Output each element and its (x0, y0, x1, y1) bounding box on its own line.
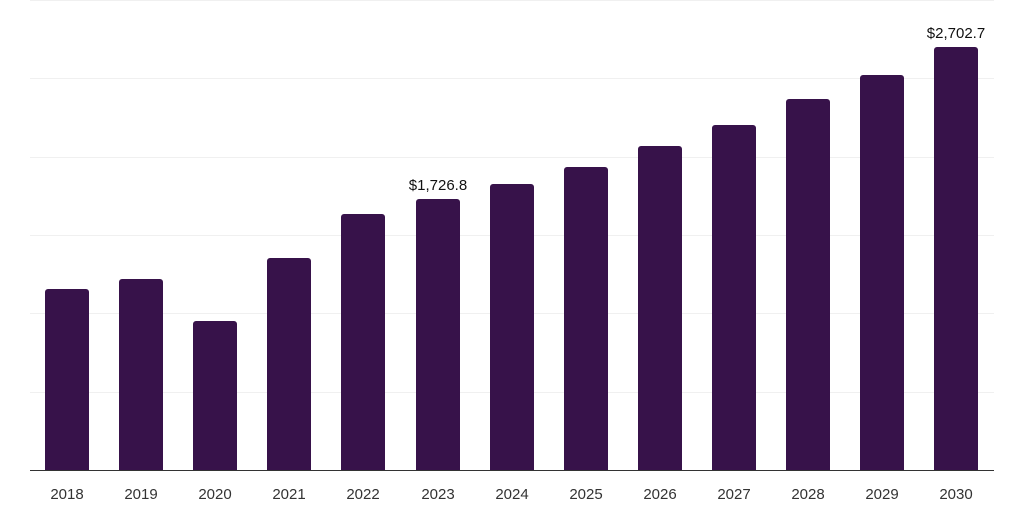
value-label-2023: $1,726.8 (408, 177, 468, 194)
bar-2030[interactable] (934, 47, 978, 470)
gridline (30, 78, 994, 79)
bar-2028[interactable] (786, 99, 830, 470)
bar-2018[interactable] (45, 289, 89, 470)
x-tick-label: 2025 (569, 486, 603, 503)
x-tick-label: 2018 (50, 486, 84, 503)
x-tick-label: 2019 (124, 486, 158, 503)
x-tick-label: 2022 (346, 486, 380, 503)
x-axis-line (30, 470, 994, 471)
bar-2024[interactable] (490, 184, 534, 470)
x-tick-label: 2026 (643, 486, 677, 503)
bar-2027[interactable] (712, 125, 756, 470)
x-tick-label: 2028 (791, 486, 825, 503)
x-tick-label: 2021 (272, 486, 306, 503)
x-tick-label: 2024 (495, 486, 529, 503)
bar-2029[interactable] (860, 75, 904, 470)
x-tick-label: 2020 (198, 486, 232, 503)
bar-2026[interactable] (638, 146, 682, 470)
bar-2022[interactable] (341, 214, 385, 470)
gridline (30, 0, 994, 1)
value-label-2030: $2,702.7 (926, 25, 986, 42)
bar-2025[interactable] (564, 167, 608, 470)
bar-2020[interactable] (193, 321, 237, 470)
gridline (30, 157, 994, 158)
x-tick-label: 2027 (717, 486, 751, 503)
bar-2019[interactable] (119, 279, 163, 470)
x-tick-label: 2029 (865, 486, 899, 503)
bar-2023[interactable] (416, 199, 460, 470)
bar-2021[interactable] (267, 258, 311, 470)
x-tick-label: 2023 (421, 486, 455, 503)
x-tick-label: 2030 (939, 486, 973, 503)
